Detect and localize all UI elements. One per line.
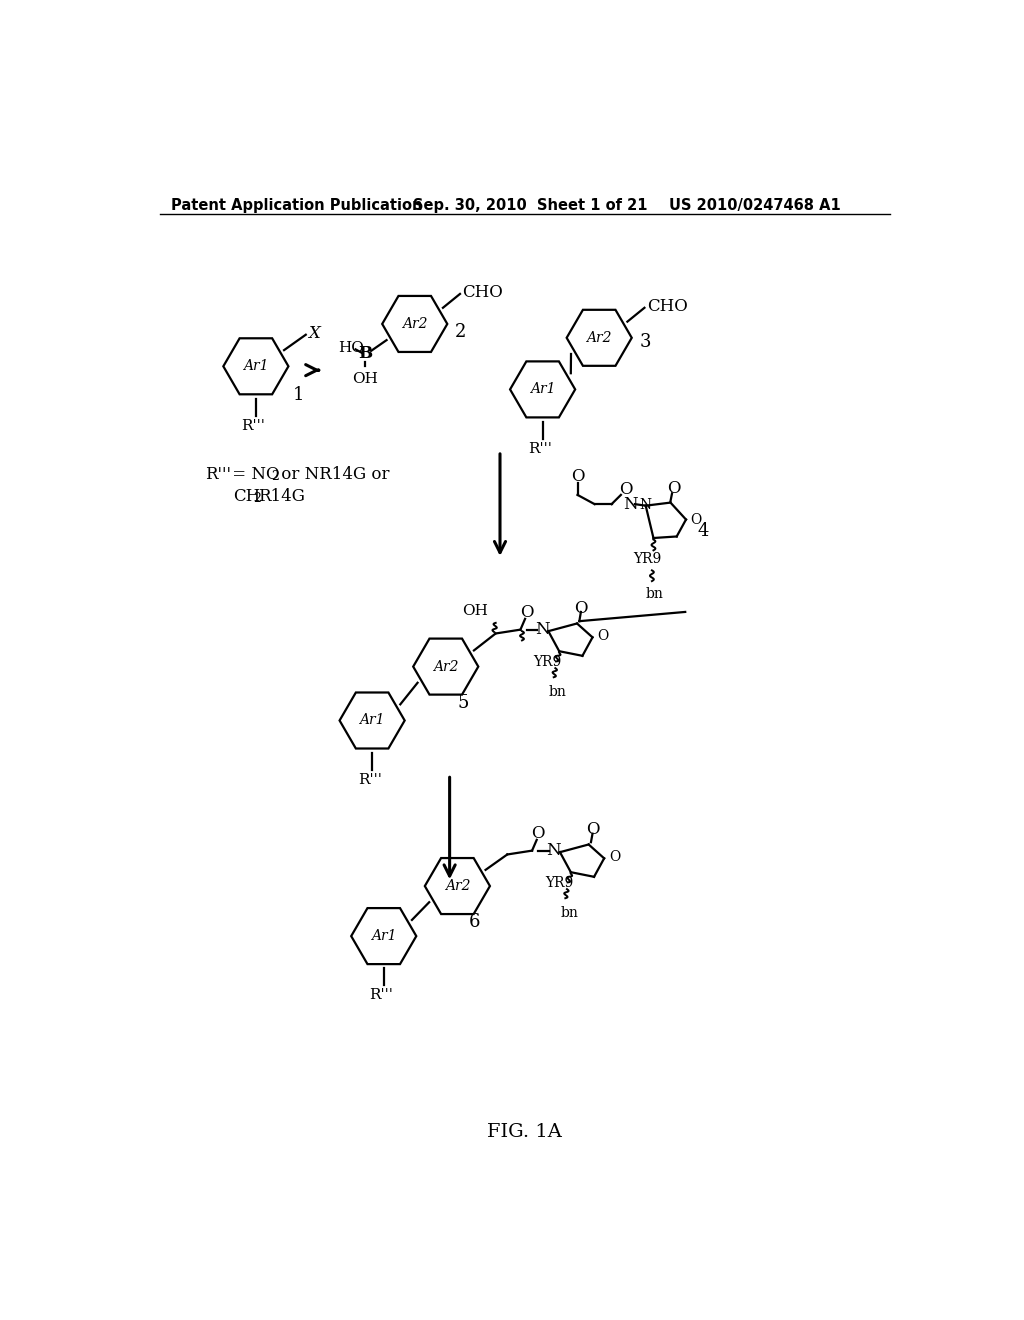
Text: O: O: [570, 467, 585, 484]
Text: R''': R''': [357, 774, 382, 787]
Text: FIG. 1A: FIG. 1A: [487, 1123, 562, 1142]
Text: Ar2: Ar2: [433, 660, 459, 673]
Text: Patent Application Publication: Patent Application Publication: [171, 198, 422, 214]
Text: N: N: [623, 495, 638, 512]
Text: R''': R''': [206, 466, 231, 483]
Text: 5: 5: [458, 694, 469, 711]
Text: bn: bn: [560, 906, 579, 920]
Text: Ar1: Ar1: [371, 929, 396, 942]
Text: R''': R''': [242, 418, 265, 433]
Text: O: O: [609, 850, 621, 863]
Text: 1: 1: [293, 385, 304, 404]
Text: 2: 2: [455, 322, 466, 341]
Text: Sep. 30, 2010  Sheet 1 of 21: Sep. 30, 2010 Sheet 1 of 21: [414, 198, 648, 214]
Text: R''': R''': [370, 989, 393, 1002]
Text: N: N: [547, 842, 561, 859]
Text: 6: 6: [469, 913, 480, 931]
Text: 2: 2: [254, 492, 261, 504]
Text: Ar1: Ar1: [359, 714, 385, 727]
Text: YR9: YR9: [545, 876, 573, 890]
Text: 4: 4: [697, 523, 709, 540]
Text: YR9: YR9: [633, 552, 662, 566]
Text: HO: HO: [338, 341, 364, 355]
Text: O: O: [520, 605, 534, 622]
Text: bn: bn: [549, 685, 566, 700]
Text: N: N: [639, 498, 651, 512]
Text: O: O: [690, 512, 701, 527]
Text: Ar1: Ar1: [529, 383, 555, 396]
Text: R14G: R14G: [258, 488, 305, 506]
Text: O: O: [597, 628, 608, 643]
Text: Ar2: Ar2: [402, 317, 427, 331]
Text: CHO: CHO: [462, 284, 503, 301]
Text: OH: OH: [352, 372, 378, 387]
Text: Ar2: Ar2: [444, 879, 470, 894]
Text: CHO: CHO: [647, 298, 687, 314]
Text: O: O: [586, 821, 599, 838]
Text: OH: OH: [462, 605, 487, 618]
Text: 3: 3: [640, 333, 651, 351]
Text: N: N: [535, 622, 550, 638]
Text: bn: bn: [646, 587, 664, 602]
Text: O: O: [531, 825, 545, 842]
Text: CH: CH: [232, 488, 260, 506]
Text: Ar2: Ar2: [587, 331, 612, 345]
Text: B: B: [357, 346, 372, 363]
Text: US 2010/0247468 A1: US 2010/0247468 A1: [669, 198, 841, 214]
Text: X: X: [308, 325, 319, 342]
Text: Ar1: Ar1: [243, 359, 268, 374]
Text: O: O: [668, 480, 681, 498]
Text: or NR14G or: or NR14G or: [276, 466, 389, 483]
Text: O: O: [618, 480, 632, 498]
Text: = NO: = NO: [227, 466, 280, 483]
Text: R''': R''': [528, 442, 552, 455]
Text: O: O: [574, 599, 588, 616]
Text: 2: 2: [271, 470, 280, 483]
Text: YR9: YR9: [534, 655, 562, 669]
